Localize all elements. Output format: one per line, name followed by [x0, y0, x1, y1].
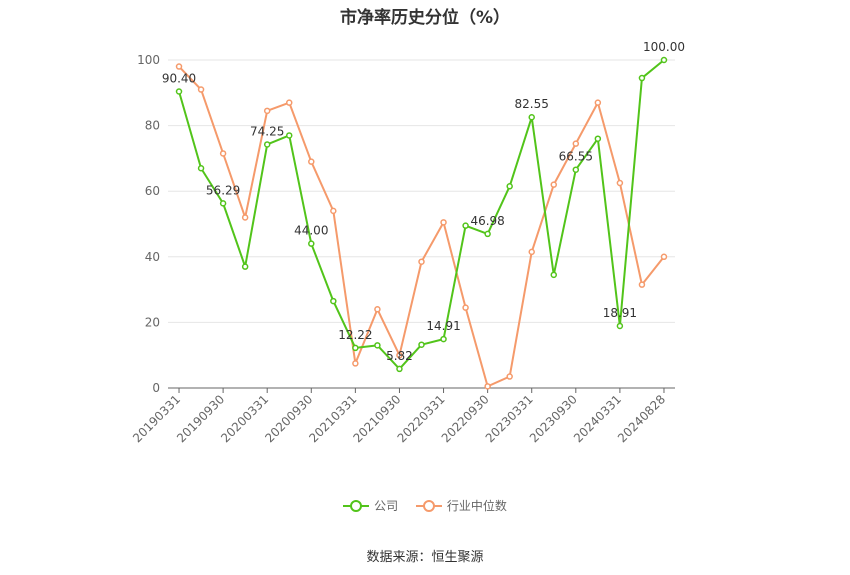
data-labels: 90.40 56.29 74.25 44.00 12.22 5.82 14.91 46.98 8… [162, 40, 685, 363]
data-label-company: 14.91 [426, 319, 460, 333]
grid-lines [168, 59, 675, 323]
data-point-company [241, 263, 249, 270]
data-point-industry-median [330, 207, 337, 215]
legend-item-company[interactable]: 公司 [343, 497, 398, 514]
data-point-company [263, 141, 271, 148]
data-point-industry-median [374, 306, 381, 313]
data-point-company [175, 88, 183, 95]
data-point-company [330, 297, 337, 305]
data-point-industry-median [308, 158, 315, 165]
data-point-industry-median [418, 258, 425, 265]
data-point-industry-median [241, 214, 249, 221]
y-tick-label: 100 [137, 53, 160, 67]
data-point-industry-median [175, 63, 183, 70]
data-point-company [484, 230, 491, 238]
legend-label-company: 公司 [374, 499, 399, 513]
legend-item-industry-median[interactable]: 行业中位数 [415, 497, 507, 514]
data-point-company [550, 271, 558, 279]
data-point-industry-median [572, 140, 580, 147]
data-label-company: 90.40 [162, 71, 196, 85]
data-point-industry-median [462, 304, 469, 311]
data-point-industry-median [396, 351, 403, 359]
data-point-company [219, 200, 227, 207]
data-label-company: 44.00 [294, 224, 328, 238]
data-point-company [440, 335, 447, 343]
series-layer [175, 56, 668, 390]
data-point-company [572, 166, 580, 173]
data-point-industry-median [638, 281, 646, 288]
data-point-company [638, 74, 646, 82]
data-point-company [396, 365, 403, 373]
data-point-company [197, 164, 205, 172]
legend-marker-industry-median [415, 499, 442, 512]
data-label-company: 66.55 [559, 150, 593, 164]
data-point-industry-median [219, 150, 227, 157]
data-point-company [418, 341, 425, 348]
y-tick-label: 60 [145, 184, 160, 198]
source-note: 数据来源：恒生聚源 [366, 550, 484, 565]
data-point-company [506, 183, 513, 190]
data-point-industry-median [484, 383, 491, 390]
data-point-industry-median [528, 248, 535, 256]
legend-label-industry-median: 行业中位数 [446, 499, 507, 513]
data-label-company: 100.00 [643, 40, 685, 54]
data-label-company: 12.22 [338, 328, 372, 342]
data-point-company [462, 222, 469, 229]
data-point-industry-median [440, 219, 447, 226]
data-label-company: 56.29 [206, 183, 240, 197]
data-point-industry-median [616, 179, 624, 187]
data-point-industry-median [263, 107, 271, 115]
data-point-industry-median [285, 99, 293, 106]
data-label-company: 5.82 [386, 349, 413, 363]
data-label-company: 46.98 [470, 214, 504, 228]
data-label-company: 74.25 [250, 124, 284, 138]
data-point-company [594, 135, 602, 142]
data-point-company [374, 342, 381, 349]
data-point-company [308, 240, 315, 247]
data-point-industry-median [197, 86, 205, 93]
y-tick-label: 40 [145, 250, 160, 264]
chart-title: 市净率历史分位（%） [339, 8, 511, 28]
data-point-company [352, 344, 359, 352]
y-tick-label: 80 [145, 119, 160, 133]
y-tick-label: 0 [152, 381, 160, 395]
data-label-company: 82.55 [515, 97, 549, 111]
data-point-industry-median [352, 360, 359, 367]
legend: 公司 行业中位数 [0, 497, 850, 515]
y-tick-label: 20 [145, 315, 160, 329]
data-point-industry-median [506, 373, 513, 380]
x-tick-label: 20240828 [615, 392, 668, 445]
data-point-company [528, 113, 535, 121]
data-label-company: 18.91 [603, 306, 637, 320]
data-point-industry-median [550, 181, 558, 188]
data-point-company [616, 322, 624, 330]
data-point-industry-median [594, 99, 602, 106]
data-point-industry-median [660, 253, 668, 261]
data-point-company [285, 132, 293, 139]
data-point-company [660, 56, 668, 64]
legend-marker-company [343, 499, 370, 512]
